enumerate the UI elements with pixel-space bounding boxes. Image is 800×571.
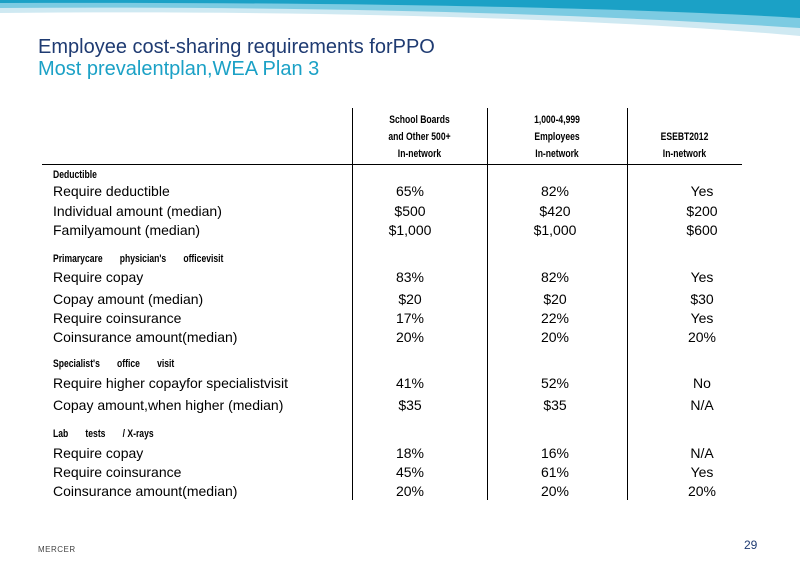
cell-value: $20 bbox=[398, 291, 422, 307]
cell-value: $500 bbox=[394, 203, 426, 219]
table-row: Copay amount,when higher (median) $35 $3… bbox=[42, 397, 742, 417]
cell-value: 41% bbox=[395, 375, 425, 391]
section-heading-specialist: Specialist's office visit bbox=[53, 358, 175, 370]
cost-sharing-table: School Boards and Other 500+ In-network … bbox=[42, 108, 742, 500]
header-banner bbox=[0, 0, 800, 40]
table-row: Coinsurance amount(median) 20% 20% 20% bbox=[42, 329, 742, 349]
column-header-esebt: ESEBT2012 In-network bbox=[660, 131, 709, 160]
cell-value: Yes bbox=[690, 310, 714, 326]
cell-value: 20% bbox=[687, 329, 717, 345]
column-divider bbox=[627, 108, 628, 500]
row-label: Familyamount (median) bbox=[53, 222, 201, 238]
row-label: Individual amount (median) bbox=[53, 203, 222, 219]
cell-value: 17% bbox=[395, 310, 425, 326]
column-header-school-boards: School Boards and Other 500+ In-network bbox=[388, 114, 451, 160]
column-divider bbox=[352, 108, 353, 500]
cell-value: 82% bbox=[540, 269, 570, 285]
cell-value: Yes bbox=[690, 269, 714, 285]
row-label: Copay amount (median) bbox=[53, 291, 204, 307]
cell-value: 45% bbox=[395, 464, 425, 480]
table-row: Copay amount (median) $20 $20 $30 bbox=[42, 291, 742, 311]
row-label: Require deductible bbox=[53, 183, 170, 199]
row-label: Copay amount,when higher (median) bbox=[53, 397, 284, 413]
cell-value: 52% bbox=[540, 375, 570, 391]
cell-value: 83% bbox=[395, 269, 425, 285]
table-row: Individual amount (median) $500 $420 $20… bbox=[42, 203, 742, 223]
page-subtitle: Most prevalentplan,WEA Plan 3 bbox=[38, 58, 320, 80]
cell-value: $600 bbox=[686, 222, 718, 238]
row-label: Require coinsurance bbox=[53, 310, 182, 326]
cell-value: Yes bbox=[690, 183, 714, 199]
brand-logo-text: MERCER bbox=[38, 545, 76, 554]
table-row: Require higher copayfor specialistvisit … bbox=[42, 375, 742, 395]
cell-value: $30 bbox=[690, 291, 714, 307]
cell-value: $35 bbox=[398, 397, 422, 413]
table-row: Familyamount (median) $1,000 $1,000 $600 bbox=[42, 222, 742, 242]
cell-value: 65% bbox=[395, 183, 425, 199]
table-row: Require coinsurance 17% 22% Yes bbox=[42, 310, 742, 330]
cell-value: $35 bbox=[543, 397, 567, 413]
table-row: Require coinsurance 45% 61% Yes bbox=[42, 464, 742, 484]
header-divider bbox=[42, 164, 742, 165]
column-divider bbox=[487, 108, 488, 500]
cell-value: 20% bbox=[395, 483, 425, 499]
row-label: Require copay bbox=[53, 445, 144, 461]
section-heading-primary-care: Primarycare physician's officevisit bbox=[53, 253, 224, 265]
cell-value: 20% bbox=[395, 329, 425, 345]
cell-value: $1,000 bbox=[533, 222, 577, 238]
cell-value: 20% bbox=[687, 483, 717, 499]
row-label: Require coinsurance bbox=[53, 464, 182, 480]
cell-value: Yes bbox=[690, 464, 714, 480]
page-title: Employee cost-sharing requirements forPP… bbox=[38, 36, 435, 58]
table-row: Require copay 18% 16% N/A bbox=[42, 445, 742, 465]
page-number: 29 bbox=[744, 538, 758, 552]
cell-value: No bbox=[693, 375, 711, 391]
row-label: Coinsurance amount(median) bbox=[53, 329, 238, 345]
cell-value: 20% bbox=[540, 483, 570, 499]
cell-value: 18% bbox=[395, 445, 425, 461]
section-heading-lab-tests: Lab tests / X-rays bbox=[53, 428, 154, 440]
row-label: Require higher copayfor specialistvisit bbox=[53, 375, 288, 391]
cell-value: $420 bbox=[539, 203, 571, 219]
row-label: Coinsurance amount(median) bbox=[53, 483, 238, 499]
cell-value: 16% bbox=[540, 445, 570, 461]
table-row: Require deductible 65% 82% Yes bbox=[42, 183, 742, 203]
cell-value: 61% bbox=[540, 464, 570, 480]
cell-value: 82% bbox=[540, 183, 570, 199]
table-row: Coinsurance amount(median) 20% 20% 20% bbox=[42, 483, 742, 503]
row-label: Require copay bbox=[53, 269, 144, 285]
cell-value: N/A bbox=[690, 397, 714, 413]
table-row: Require copay 83% 82% Yes bbox=[42, 269, 742, 289]
cell-value: $1,000 bbox=[388, 222, 432, 238]
cell-value: $20 bbox=[543, 291, 567, 307]
cell-value: N/A bbox=[690, 445, 714, 461]
cell-value: 20% bbox=[540, 329, 570, 345]
cell-value: 22% bbox=[540, 310, 570, 326]
column-header-employees: 1,000-4,999 Employees In-network bbox=[534, 114, 580, 160]
cell-value: $200 bbox=[686, 203, 718, 219]
section-heading-deductible: Deductible bbox=[53, 169, 97, 181]
